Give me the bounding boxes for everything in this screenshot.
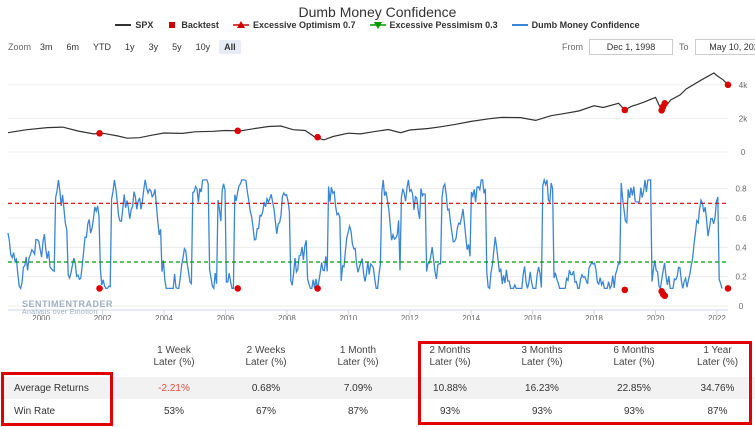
to-label: To xyxy=(679,42,689,52)
chart-area: 0.8 0.6 0.4 0.2 0 4k 2k 0 2000 2002 2004 2006 2008 2… xyxy=(7,72,748,320)
table-cell: 16.23% xyxy=(496,377,588,399)
dmc-backtest-marker xyxy=(314,285,321,292)
table-cell: 0.68% xyxy=(220,377,312,399)
x-tick-label: 2002 xyxy=(94,314,112,320)
spx-backtest-marker xyxy=(724,81,732,89)
zoom-bar: Zoom 3m 6m YTD 1y 3y 5y 10y All xyxy=(8,40,241,54)
legend-excessive-optimism[interactable]: Excessive Optimism 0.7 xyxy=(232,20,356,30)
legend-backtest[interactable]: Backtest xyxy=(167,20,219,30)
watermark-name: SENTIMENTRADER xyxy=(22,299,114,309)
legend-label: Excessive Optimism 0.7 xyxy=(252,20,356,30)
zoom-ytd-button[interactable]: YTD xyxy=(93,42,112,52)
column-header: 2 Weeks Later (%) xyxy=(245,345,287,368)
y-tick-label: 0.8 xyxy=(735,185,747,194)
table-row-win-rate: Win Rate 53% 67% 87% 93% 93% 93% 87% xyxy=(0,399,755,423)
zoom-all-button[interactable]: All xyxy=(219,40,241,54)
chart-title: Dumb Money Confidence xyxy=(298,4,457,20)
chart-legend: SPX Backtest Excessive Optimism 0.7 Exce… xyxy=(0,20,755,30)
spx-backtest-marker xyxy=(96,130,103,137)
table-cell: 53% xyxy=(163,405,184,417)
results-table: 1 Week Later (%) 2 Weeks Later (%) 1 Month… xyxy=(0,343,755,423)
dmc-backtest-marker xyxy=(661,292,669,300)
dmc-backtest-marker xyxy=(234,285,242,292)
y-tick-label: 0 xyxy=(741,148,746,157)
zoom-label: Zoom xyxy=(8,42,32,52)
table-cell: 10.88% xyxy=(404,377,496,399)
spx-backtest-marker xyxy=(314,133,321,141)
to-date-input[interactable]: May 10, 2022 xyxy=(694,39,755,55)
legend-label: SPX xyxy=(135,20,154,30)
column-header: 3 Months Later (%) xyxy=(521,345,563,368)
table-header-row: 1 Week Later (%) 2 Weeks Later (%) 1 Month… xyxy=(0,343,755,377)
y-tick-label: 0.4 xyxy=(735,243,747,252)
x-tick-label: 2020 xyxy=(647,314,665,320)
y-tick-label: 0 xyxy=(739,302,744,311)
zoom-3y-button[interactable]: 3y xyxy=(148,42,159,52)
spx-backtest-marker xyxy=(621,106,629,114)
table-cell: 67% xyxy=(255,405,276,417)
dmc-backtest-marker xyxy=(96,285,103,292)
table-row-average-returns: Average Returns -2.21% 0.68% 7.09% 10.88… xyxy=(0,377,755,399)
y-tick-label: 2k xyxy=(739,114,748,123)
table-cell: 93% xyxy=(531,405,552,417)
x-tick-label: 2018 xyxy=(585,314,603,320)
dumb-money-confidence-line xyxy=(7,177,723,291)
x-tick-label: 2006 xyxy=(217,314,235,320)
row-label: Average Returns xyxy=(0,377,128,399)
y-tick-label: 0.2 xyxy=(735,273,747,282)
highlight-box-row-labels xyxy=(1,372,113,426)
legend-label: Dumb Money Confidence xyxy=(531,20,640,30)
x-tick-label: 2000 xyxy=(32,314,50,320)
y-tick-label: 0.6 xyxy=(735,214,747,223)
dmc-backtest-marker xyxy=(724,285,732,292)
legend-label: Excessive Pessimism 0.3 xyxy=(389,20,498,30)
spx-line xyxy=(7,72,729,141)
legend-dumb-money[interactable]: Dumb Money Confidence xyxy=(511,20,640,30)
column-header: 6 Months Later (%) xyxy=(613,345,655,368)
column-header: 1 Year Later (%) xyxy=(696,345,739,368)
sentimentrader-watermark: SENTIMENTRADER Analysis over Emotion xyxy=(22,299,113,316)
table-cell: 34.76% xyxy=(680,377,755,399)
x-tick-label: 2022 xyxy=(708,314,726,320)
triangle-marker-icon xyxy=(369,22,386,29)
zoom-5y-button[interactable]: 5y xyxy=(172,42,182,52)
legend-spx[interactable]: SPX xyxy=(115,20,153,30)
spx-backtest-marker xyxy=(234,127,242,135)
legend-excessive-pessimism[interactable]: Excessive Pessimism 0.3 xyxy=(369,20,498,30)
column-header: 1 Month Later (%) xyxy=(337,345,379,368)
from-date-input[interactable]: Dec 1, 1998 xyxy=(589,39,673,55)
table-cell: 93% xyxy=(439,405,460,417)
x-tick-label: 2012 xyxy=(401,314,419,320)
date-range: From Dec 1, 1998 To May 10, 2022 xyxy=(562,39,755,55)
dmc-backtest-marker xyxy=(621,286,629,294)
zoom-10y-button[interactable]: 10y xyxy=(195,42,211,52)
x-tick-label: 2004 xyxy=(155,314,173,320)
triangle-marker-icon xyxy=(232,21,249,28)
x-tick-label: 2014 xyxy=(462,314,480,320)
square-marker-icon xyxy=(169,22,176,28)
table-cell: 93% xyxy=(623,405,644,417)
table-cell: 87% xyxy=(707,405,728,417)
line-swatch-icon xyxy=(115,24,132,26)
table-cell: 87% xyxy=(347,405,368,417)
spx-backtest-marker xyxy=(661,99,669,107)
column-header: 2 Months Later (%) xyxy=(429,345,471,368)
table-cell: -2.21% xyxy=(128,377,220,399)
from-label: From xyxy=(562,42,583,52)
zoom-1y-button[interactable]: 1y xyxy=(125,42,135,52)
x-tick-label: 2010 xyxy=(339,314,357,320)
table-cell: 7.09% xyxy=(312,377,404,399)
zoom-3m-button[interactable]: 3m xyxy=(40,42,53,52)
x-tick-label: 2008 xyxy=(278,314,296,320)
row-label: Win Rate xyxy=(14,405,56,417)
line-swatch-icon xyxy=(511,24,528,26)
column-header: 1 Week Later (%) xyxy=(153,345,195,368)
y-tick-label: 4k xyxy=(739,81,748,90)
highlight-box-long-term xyxy=(418,341,752,425)
watermark-tagline: Analysis over Emotion xyxy=(22,309,98,316)
legend-label: Backtest xyxy=(181,20,219,30)
x-tick-label: 2016 xyxy=(524,314,542,320)
table-cell: 22.85% xyxy=(588,377,680,399)
zoom-6m-button[interactable]: 6m xyxy=(66,42,80,52)
